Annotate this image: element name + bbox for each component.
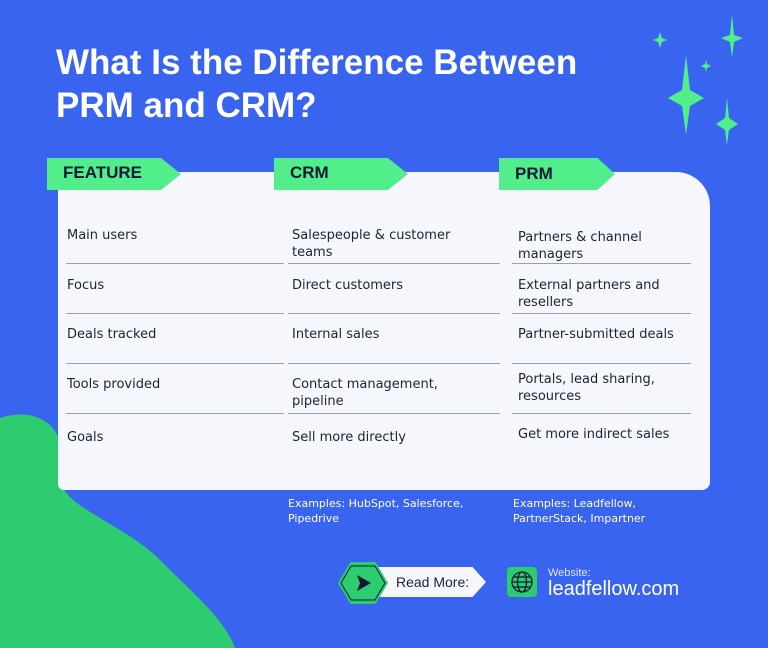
- comparison-table: [58, 172, 710, 490]
- cell-crm: Direct customers: [292, 278, 404, 293]
- cell-prm: Get more indirect sales: [518, 427, 670, 442]
- row-divider: [512, 363, 691, 364]
- website-label: Website:: [548, 567, 591, 579]
- row-divider: [66, 313, 284, 314]
- row-divider: [288, 263, 500, 264]
- cell-prm: Portals, lead sharing, resources: [518, 372, 655, 404]
- row-divider: [66, 363, 284, 364]
- header-prm: PRM: [499, 158, 615, 190]
- cell-feature: Main users: [67, 228, 138, 243]
- row-divider: [66, 263, 284, 264]
- cell-prm: Partner-submitted deals: [518, 327, 674, 342]
- cell-prm: External partners and resellers: [518, 278, 660, 310]
- play-arrow-icon: [340, 565, 386, 601]
- cell-feature: Deals tracked: [67, 327, 157, 342]
- cell-feature: Focus: [67, 278, 105, 293]
- header-feature: FEATURE: [47, 158, 181, 190]
- cell-prm: Partners & channel managers: [518, 230, 642, 262]
- cell-feature: Tools provided: [67, 377, 161, 392]
- read-more-button[interactable]: Read More:: [338, 562, 488, 604]
- cell-crm: Internal sales: [292, 327, 380, 342]
- row-divider: [512, 263, 691, 264]
- cell-crm: Sell more directly: [292, 430, 406, 445]
- cell-crm: Contact management, pipeline: [292, 377, 438, 409]
- website-link[interactable]: leadfellow.com: [548, 578, 680, 600]
- read-more-label: Read More:: [374, 567, 486, 597]
- page-title: What Is the Difference Between PRM and C…: [56, 43, 578, 125]
- cell-feature: Goals: [67, 430, 104, 445]
- crm-examples: Examples: HubSpot, Salesforce, Pipedrive: [288, 497, 464, 525]
- prm-examples: Examples: Leadfellow, PartnerStack, Impa…: [513, 497, 646, 525]
- row-divider: [288, 413, 500, 414]
- hexagon-badge: [338, 562, 388, 604]
- header-crm: CRM: [274, 158, 408, 190]
- sparkle-icon: [653, 14, 743, 145]
- globe-icon: [507, 567, 537, 597]
- row-divider: [512, 313, 691, 314]
- row-divider: [288, 313, 500, 314]
- row-divider: [512, 413, 691, 414]
- cell-crm: Salespeople & customer teams: [292, 228, 451, 260]
- row-divider: [66, 413, 284, 414]
- row-divider: [288, 363, 500, 364]
